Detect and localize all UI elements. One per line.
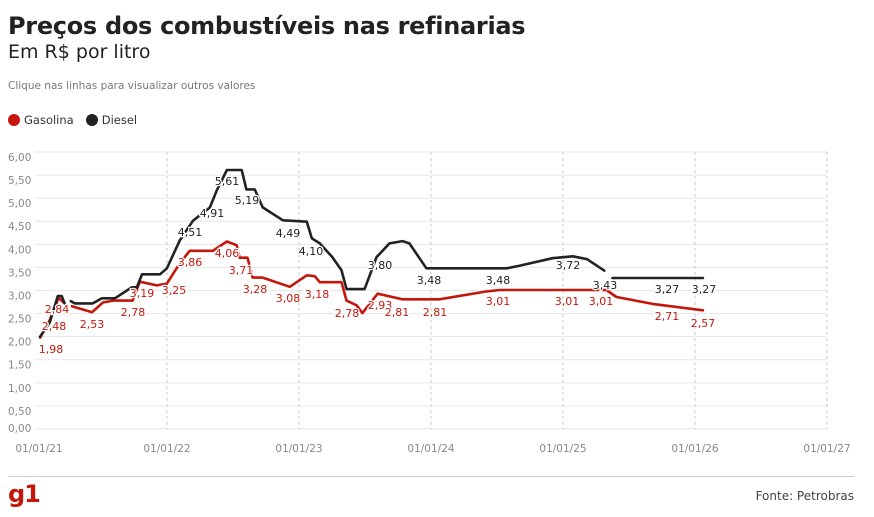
- g1-logo: g1: [8, 480, 41, 508]
- data-label-gasolina: 3,25: [162, 284, 187, 297]
- data-label-gasolina: 3,19: [130, 287, 155, 300]
- data-label-diesel: 3,80: [368, 259, 393, 272]
- y-tick-label: 0,00: [8, 423, 31, 435]
- footer-divider: [8, 476, 854, 477]
- data-label-gasolina: 2,48: [42, 320, 67, 333]
- data-label-gasolina: 3,01: [589, 295, 614, 308]
- data-label-gasolina: 3,18: [305, 288, 330, 301]
- x-tick-label: 01/01/24: [407, 443, 454, 455]
- data-label-diesel: 4,10: [299, 245, 324, 258]
- x-tick-label: 01/01/21: [15, 443, 62, 455]
- y-tick-label: 6,00: [8, 152, 31, 164]
- chart-hint: Clique nas linhas para visualizar outros…: [8, 80, 256, 92]
- legend-label: Gasolina: [24, 113, 74, 127]
- legend-label: Diesel: [101, 113, 138, 127]
- legend: Gasolina Diesel: [8, 113, 137, 127]
- y-tick-label: 4,50: [8, 221, 31, 233]
- data-label-gasolina: 2,53: [80, 318, 105, 331]
- series-line-gasolina[interactable]: [70, 240, 705, 315]
- data-label-diesel: 3,48: [417, 274, 442, 287]
- series-line-diesel[interactable]: [69, 168, 606, 305]
- data-label-diesel: 3,27: [692, 283, 717, 296]
- y-tick-label: 2,50: [8, 314, 31, 326]
- data-label-diesel: 3,48: [486, 274, 511, 287]
- y-tick-label: 5,00: [8, 198, 31, 210]
- data-label-diesel: 4,91: [200, 207, 225, 220]
- chart-subtitle: Em R$ por litro: [8, 41, 151, 63]
- data-label-gasolina: 3,08: [276, 292, 301, 305]
- data-label-gasolina: 2,57: [691, 317, 716, 330]
- y-tick-label: 3,50: [8, 267, 31, 279]
- x-tick-label: 01/01/25: [539, 443, 586, 455]
- y-tick-label: 5,50: [8, 175, 31, 187]
- data-label-gasolina: 3,28: [243, 283, 268, 296]
- source-note: Fonte: Petrobras: [755, 489, 854, 503]
- line-chart: 0,00 0,50 1,00 1,50 2,00 2,50 3,00 3,50 4,00 4,50…: [8, 151, 851, 455]
- y-tick-label: 4,00: [8, 244, 31, 256]
- data-label-gasolina: 2,81: [423, 306, 448, 319]
- data-label-diesel: 4,49: [276, 227, 301, 240]
- x-tick-label: 01/01/26: [671, 443, 718, 455]
- data-label-gasolina: 4,06: [215, 247, 240, 260]
- x-tick-label: 01/01/22: [143, 443, 190, 455]
- data-label-diesel: 5,61: [215, 175, 240, 188]
- data-label-diesel: 4,51: [178, 226, 203, 239]
- x-tick-label: 01/01/27: [803, 443, 850, 455]
- data-label-gasolina: 2,78: [121, 306, 146, 319]
- data-label-gasolina: 3,01: [486, 295, 511, 308]
- data-label-gasolina: 3,86: [178, 256, 203, 269]
- data-label-gasolina: 1,98: [39, 343, 64, 356]
- data-label-diesel: 5,19: [235, 194, 260, 207]
- data-label-gasolina: 3,71: [229, 264, 254, 277]
- chart-title: Preços dos combustíveis nas refinarias: [8, 12, 526, 40]
- gasolina-dot-icon: [8, 114, 20, 126]
- data-label-diesel: 3,72: [556, 259, 581, 272]
- data-label-gasolina: 2,78: [335, 307, 360, 320]
- data-label-gasolina: 2,93: [368, 299, 393, 312]
- data-label-gasolina: 2,71: [655, 310, 680, 323]
- y-tick-label: 0,50: [8, 406, 31, 418]
- y-tick-label: 1,00: [8, 383, 31, 395]
- y-tick-label: 3,00: [8, 290, 31, 302]
- series-line-diesel[interactable]: [38, 294, 66, 339]
- data-label-diesel: 3,43: [593, 279, 618, 292]
- data-label-gasolina: 2,84: [45, 303, 70, 316]
- data-label-gasolina: 3,01: [555, 295, 580, 308]
- x-tick-label: 01/01/23: [275, 443, 322, 455]
- diesel-dot-icon: [85, 114, 98, 126]
- y-tick-label: 1,50: [8, 360, 31, 372]
- legend-item-gasolina[interactable]: Gasolina: [8, 113, 74, 127]
- data-label-diesel: 3,27: [655, 283, 680, 296]
- legend-item-diesel[interactable]: Diesel: [85, 113, 138, 127]
- y-tick-label: 2,00: [8, 337, 31, 349]
- data-label-gasolina: 2,81: [385, 306, 410, 319]
